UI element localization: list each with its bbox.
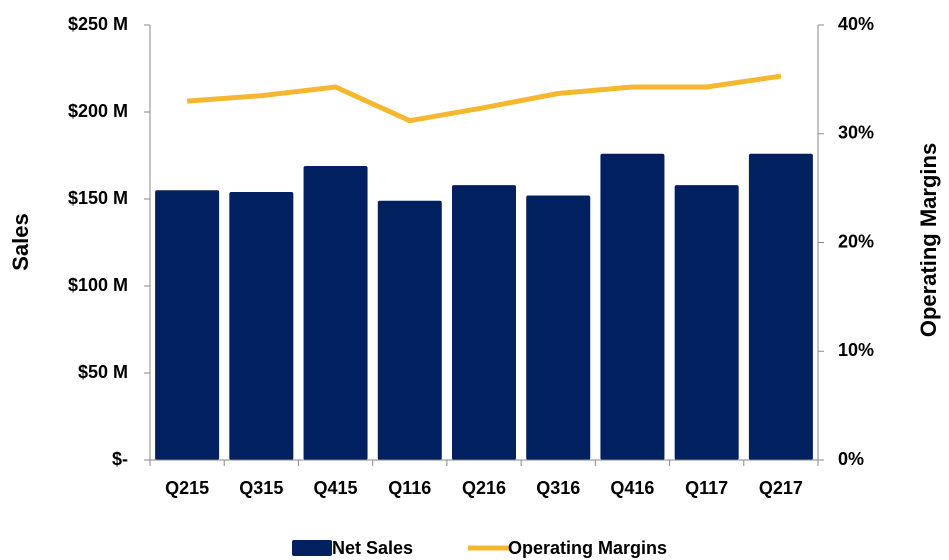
bar [155, 190, 220, 461]
line [186, 73, 782, 124]
bar [748, 153, 813, 460]
y-tick-label: $200 M [68, 101, 128, 121]
legend-swatch [292, 540, 332, 556]
y2-axis-title: Operating Margins [916, 143, 941, 337]
bar [377, 200, 442, 461]
legend-label: Operating Margins [508, 538, 667, 558]
x-tick-label: Q315 [239, 478, 283, 498]
x-tick-label: Q116 [388, 478, 431, 498]
y2-tick-label: 10% [838, 340, 874, 360]
bar [526, 195, 591, 460]
bar [229, 192, 294, 461]
x-tick-label: Q216 [462, 478, 506, 498]
y-tick-label: $50 M [78, 362, 128, 382]
bar [303, 165, 368, 460]
y-tick-label: $250 M [68, 14, 128, 34]
bar [674, 185, 739, 460]
y-tick-label: $100 M [68, 275, 128, 295]
x-tick-label: Q316 [536, 478, 580, 498]
y2-tick-label: 30% [838, 123, 874, 143]
legend-label: Net Sales [332, 538, 413, 558]
y2-tick-label: 40% [838, 14, 874, 34]
x-tick-label: Q215 [165, 478, 209, 498]
x-tick-label: Q416 [610, 478, 654, 498]
x-tick-label: Q117 [685, 478, 728, 498]
y2-tick-label: 0% [838, 449, 864, 469]
x-tick-label: Q217 [759, 478, 803, 498]
y-tick-label: $150 M [68, 188, 128, 208]
y2-tick-label: 20% [838, 231, 874, 251]
x-tick-label: Q415 [314, 478, 358, 498]
y-axis-title: Sales [8, 213, 33, 271]
y-tick-label: $- [112, 449, 128, 469]
bar [600, 153, 665, 460]
bar [452, 185, 516, 460]
